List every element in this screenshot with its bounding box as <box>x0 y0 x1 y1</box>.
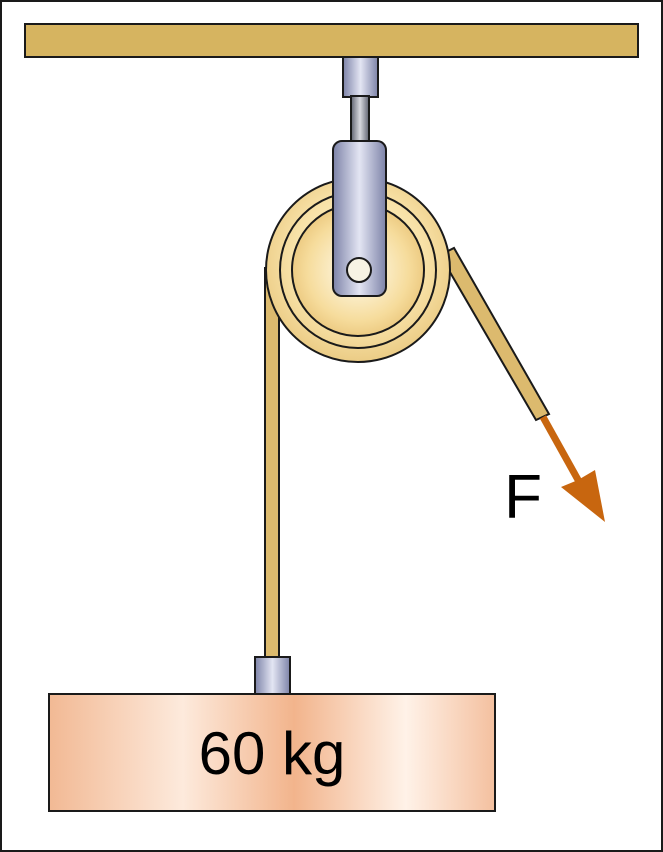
pulley-axle <box>346 257 372 283</box>
force-label: F <box>504 463 542 532</box>
left-rope <box>264 267 280 661</box>
force-arrow-shaft <box>539 415 586 489</box>
right-rope <box>438 246 551 422</box>
force-arrow-head <box>561 470 605 522</box>
ceiling-mount <box>342 56 379 98</box>
ceiling-bar <box>24 23 639 58</box>
mass-block <box>48 693 496 812</box>
mass-label: 60 kg <box>199 720 346 787</box>
mass-hook <box>254 656 291 696</box>
pulley-bracket <box>332 140 387 297</box>
support-rod <box>350 95 370 143</box>
